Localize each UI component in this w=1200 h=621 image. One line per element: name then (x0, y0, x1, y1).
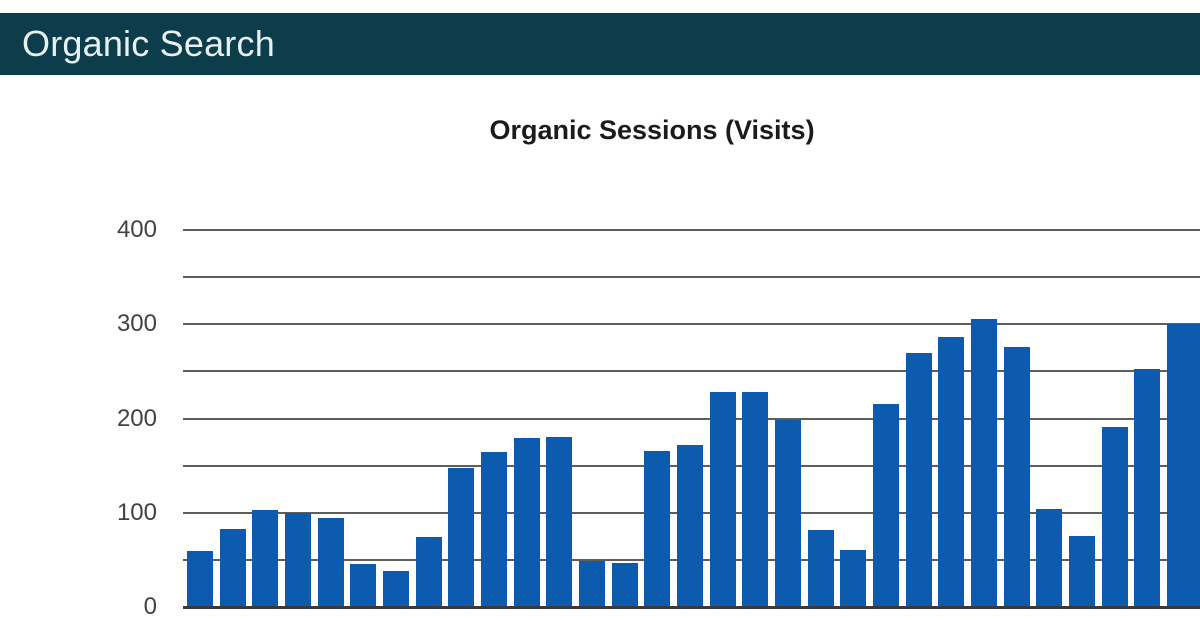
bar[interactable] (1069, 536, 1095, 609)
x-axis-line (183, 606, 1200, 609)
bar[interactable] (906, 353, 932, 609)
gridline (183, 323, 1200, 325)
bar[interactable] (252, 510, 278, 609)
bar[interactable] (710, 392, 736, 609)
y-axis-tick-label: 300 (116, 310, 157, 337)
bar[interactable] (318, 518, 344, 609)
bar[interactable] (350, 564, 376, 609)
bar[interactable] (677, 445, 703, 609)
bar[interactable] (1167, 324, 1200, 609)
bar[interactable] (612, 563, 638, 609)
bar[interactable] (1134, 369, 1160, 609)
bar[interactable] (416, 537, 442, 609)
bar[interactable] (1004, 347, 1030, 609)
chart-title: Organic Sessions (Visits) (489, 115, 815, 145)
gridline (183, 276, 1200, 278)
bar[interactable] (840, 550, 866, 609)
bar[interactable] (448, 468, 474, 609)
bar[interactable] (285, 513, 311, 609)
bar[interactable] (938, 337, 964, 609)
gridline (183, 418, 1200, 420)
bar[interactable] (1036, 509, 1062, 609)
panel-header: Organic Search (0, 13, 1200, 75)
y-axis-tick-label: 100 (116, 499, 157, 526)
y-axis-tick-label: 0 (143, 593, 157, 620)
bar[interactable] (775, 420, 801, 609)
bar[interactable] (546, 437, 572, 609)
bar[interactable] (971, 319, 997, 609)
y-axis-tick-label: 200 (116, 405, 157, 432)
bar[interactable] (514, 438, 540, 609)
bar[interactable] (187, 551, 213, 609)
top-strip (0, 0, 1200, 13)
bar[interactable] (873, 404, 899, 609)
bar[interactable] (742, 392, 768, 609)
bar[interactable] (808, 530, 834, 609)
gridline (183, 229, 1200, 231)
bar[interactable] (644, 451, 670, 609)
gridline (183, 370, 1200, 372)
bar[interactable] (220, 529, 246, 609)
bar[interactable] (579, 561, 605, 609)
panel-title: Organic Search (22, 23, 275, 64)
bar[interactable] (1102, 427, 1128, 609)
bar[interactable] (383, 571, 409, 609)
y-axis-tick-label: 400 (116, 216, 157, 243)
bar[interactable] (481, 452, 507, 609)
